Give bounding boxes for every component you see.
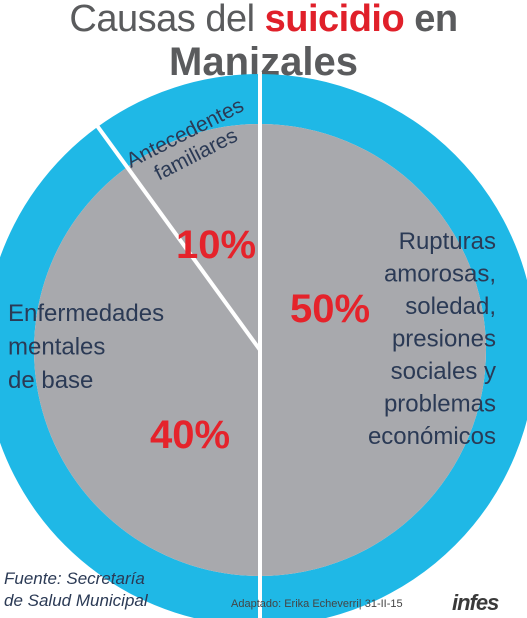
category-label-1: Rupturas amorosas, soledad, presiones social… <box>368 228 496 450</box>
chart-slices <box>33 124 486 576</box>
value-label-1: 50% <box>290 287 370 331</box>
ring-segment-3 <box>97 74 260 168</box>
value-label-3: 10% <box>176 223 256 267</box>
credit-note: Adaptado: Erika Echeverri| 31-II-15 <box>231 598 403 610</box>
brand-logo: infes <box>452 590 499 615</box>
title-part1: Causas del <box>69 0 265 40</box>
category-label-2-line-3: de base <box>8 367 93 394</box>
chart-dividers <box>94 72 262 618</box>
ring-segment-1 <box>260 74 527 618</box>
category-label-1-line-5: sociales y <box>391 358 496 385</box>
pie-slice-2 <box>33 167 260 576</box>
value-label-2: 40% <box>150 413 230 457</box>
chart-rings <box>0 74 527 618</box>
category-label-1-line-3: soledad, <box>405 293 496 320</box>
pie-slice-3 <box>127 124 261 350</box>
title-highlight: suicidio <box>264 0 405 40</box>
category-label-1-line-2: amorosas, <box>384 261 496 288</box>
category-label-1-line-7: económicos <box>368 423 496 450</box>
category-label-2-line-1: Enfermedades <box>8 300 164 327</box>
source-note: Fuente: Secretaría de Salud Municipal <box>4 569 148 610</box>
category-label-2: Enfermedades mentales de base <box>8 300 164 394</box>
category-label-1-line-4: presiones <box>392 326 496 353</box>
slice-divider-3 <box>94 123 262 352</box>
chart-labels: 50% 40% 10% Rupturas amorosas, soledad, presio… <box>8 94 496 457</box>
category-label-1-line-1: Rupturas <box>399 228 496 255</box>
category-label-1-line-6: problemas <box>384 391 496 418</box>
pie-slice-1 <box>260 124 486 576</box>
chart-title-line1: Causas del suicidio en <box>0 0 527 38</box>
category-label-2-line-2: mentales <box>8 334 105 361</box>
title-part2: en <box>404 0 458 40</box>
ring-segment-2 <box>0 126 260 618</box>
